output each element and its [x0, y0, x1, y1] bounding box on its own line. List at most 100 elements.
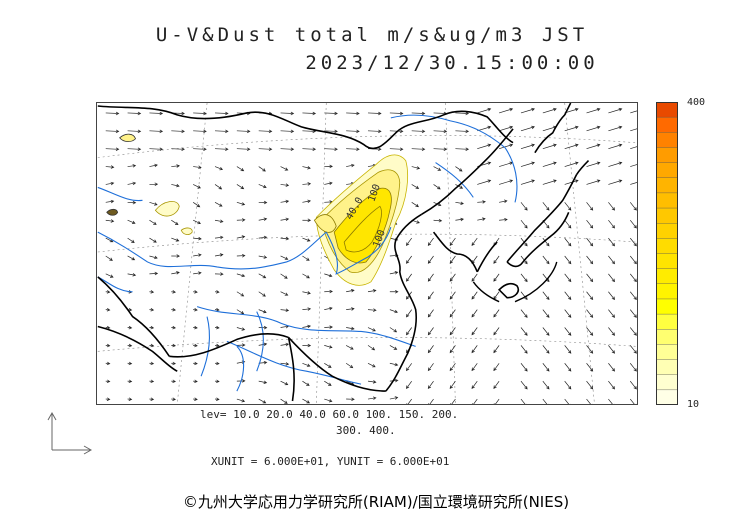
- wind-arrow: [520, 220, 528, 229]
- chart-title: U-V&Dust total m/s&ug/m3 JST: [155, 24, 589, 46]
- wind-arrow: [630, 182, 637, 185]
- wind-arrow: [280, 147, 295, 151]
- colorbar-cell: [656, 298, 678, 315]
- wind-arrow: [427, 380, 434, 389]
- wind-arrow: [629, 237, 637, 247]
- wind-arrow: [324, 111, 338, 116]
- wind-arrow: [193, 129, 207, 134]
- wind-arrow: [389, 396, 399, 400]
- wind-arrow: [105, 181, 115, 186]
- wind-arrow: [449, 291, 456, 300]
- wind-arrow: [629, 273, 637, 283]
- wind-arrow: [346, 111, 360, 116]
- wind-arrow: [586, 380, 594, 390]
- japan-outline: [472, 261, 558, 303]
- wind-arrow: [406, 398, 412, 404]
- wind-arrow: [608, 220, 616, 229]
- wind-arrow: [236, 147, 251, 151]
- wind-arrow: [455, 201, 464, 205]
- wind-arrow: [542, 237, 550, 247]
- wind-arrow: [171, 147, 185, 151]
- wind-arrow: [455, 147, 470, 151]
- wind-arrow: [542, 398, 549, 404]
- wind-arrow: [280, 255, 289, 260]
- coastlines-borders: [97, 103, 590, 402]
- contour-levels-line2: 300. 400.: [336, 424, 396, 437]
- wind-arrow: [193, 111, 207, 116]
- wind-arrow: [471, 398, 478, 404]
- wind-arrow: [471, 380, 478, 389]
- wind-arrow: [149, 361, 155, 366]
- wind-arrow: [258, 291, 266, 297]
- wind-arrow: [105, 308, 111, 312]
- wind-arrow: [149, 290, 155, 294]
- wind-arrow: [214, 343, 220, 348]
- wind-arrow: [193, 253, 202, 257]
- wind-arrow: [477, 125, 492, 132]
- colorbar-cell: [656, 132, 678, 149]
- wind-arrow: [149, 379, 155, 384]
- wind-arrow: [542, 107, 557, 114]
- wind-arrow: [630, 164, 637, 167]
- wind-arrow: [171, 379, 176, 384]
- wind-arrow: [149, 308, 155, 312]
- wind-arrow: [127, 147, 142, 151]
- wind-arrow: [499, 218, 508, 222]
- wind-arrow: [406, 273, 412, 282]
- wind-arrow: [629, 255, 637, 265]
- wind-arrow: [433, 166, 442, 171]
- wind-arrow: [477, 217, 486, 221]
- wind-arrow: [493, 398, 500, 404]
- wind-arrow: [302, 147, 317, 151]
- wind-arrow: [389, 147, 404, 151]
- wind-arrow: [280, 362, 290, 366]
- wind-arrow: [542, 291, 550, 301]
- wind-arrow: [258, 273, 267, 279]
- wind-arrow: [236, 166, 245, 172]
- colorbar-cell: [656, 162, 678, 179]
- colorbar-cell: [656, 207, 678, 224]
- colorbar-cell: [656, 222, 678, 240]
- wind-arrow: [427, 291, 434, 300]
- wind-arrow: [105, 147, 120, 151]
- wind-arrow: [280, 199, 290, 204]
- wind-arrow: [258, 255, 268, 259]
- wind-arrow: [345, 362, 354, 369]
- copyright-notice: ©九州大学応用力学研究所(RIAM)/国立環境研究所(NIES): [182, 493, 570, 511]
- wind-arrow: [564, 255, 572, 265]
- wind-arrow: [127, 111, 142, 116]
- wind-arrow: [449, 255, 456, 264]
- wind-arrow: [608, 125, 623, 132]
- wind-arrow: [389, 362, 399, 367]
- wind-arrow: [258, 184, 267, 189]
- wind-arrow: [499, 143, 514, 150]
- wind-arrow: [449, 237, 456, 246]
- wind-arrow: [105, 343, 111, 348]
- wind-arrow: [236, 218, 246, 222]
- wind-arrow: [477, 179, 492, 185]
- wind-arrow: [406, 363, 412, 372]
- colorbar-cell: [656, 177, 678, 194]
- wind-arrow: [105, 361, 111, 366]
- wind-arrow: [542, 309, 550, 318]
- wind-arrow: [193, 361, 198, 366]
- wind-arrow: [324, 325, 333, 329]
- wind-arrow: [236, 327, 246, 331]
- wind-arrow: [520, 398, 528, 404]
- wind-arrow: [214, 147, 229, 151]
- wind-arrow: [564, 380, 572, 390]
- colorbar-min-label: 10: [687, 399, 700, 410]
- wind-arrow: [214, 111, 229, 116]
- wind-arrow: [427, 327, 434, 336]
- wind-arrow: [564, 309, 572, 318]
- wind-arrow: [258, 166, 266, 172]
- wind-arrow: [493, 273, 500, 282]
- wind-arrow: [455, 111, 470, 116]
- wind-arrow: [214, 325, 220, 330]
- wind-arrow: [127, 181, 137, 186]
- wind-arrow: [302, 307, 312, 311]
- wind-arrow: [542, 380, 550, 390]
- wind-arrow: [302, 291, 311, 295]
- wind-arrow: [477, 107, 492, 114]
- wind-arrow: [324, 380, 332, 386]
